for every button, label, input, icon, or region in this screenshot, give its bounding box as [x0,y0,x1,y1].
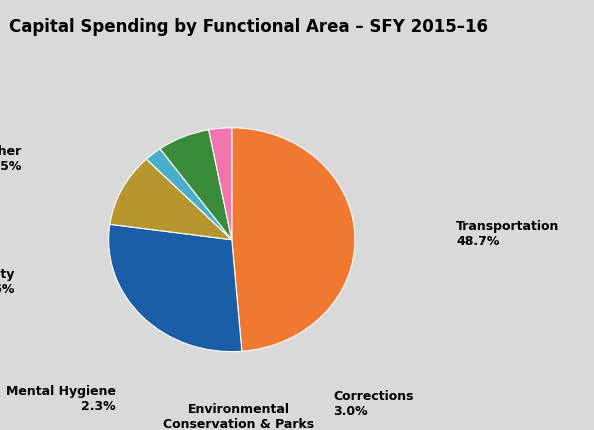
Text: Corrections
3.0%: Corrections 3.0% [333,390,413,418]
Wedge shape [208,128,232,240]
Text: State University
10.6%: State University 10.6% [0,268,14,296]
Text: Transportation
48.7%: Transportation 48.7% [456,220,560,248]
Text: All Other
28.5%: All Other 28.5% [0,145,22,173]
Wedge shape [109,224,242,352]
Text: Capital Spending by Functional Area – SFY 2015–16: Capital Spending by Functional Area – SF… [9,18,488,36]
Text: Mental Hygiene
2.3%: Mental Hygiene 2.3% [6,385,116,413]
Wedge shape [232,128,355,351]
Wedge shape [160,130,232,240]
Wedge shape [146,149,232,240]
Text: Environmental
Conservation & Parks
6.9%: Environmental Conservation & Parks 6.9% [163,403,315,430]
Wedge shape [110,159,232,240]
